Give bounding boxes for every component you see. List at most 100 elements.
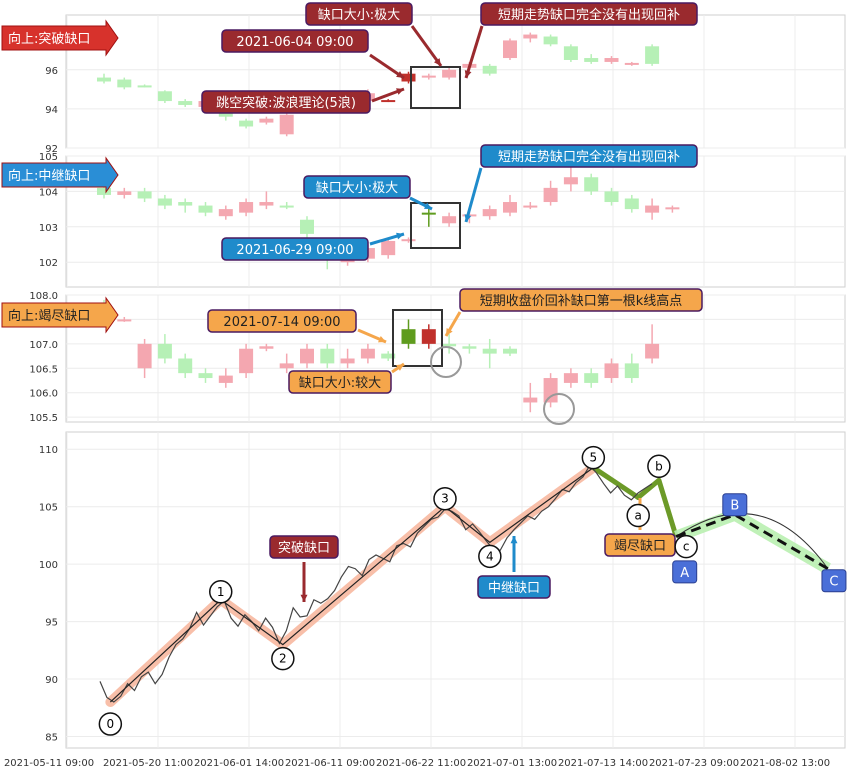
candle-body (421, 329, 436, 344)
gap-box-1 (410, 66, 461, 109)
retrace-circle-2 (543, 393, 575, 425)
candle-body (421, 212, 436, 215)
arrow-gap-size-1-head (433, 58, 441, 66)
candle-body (178, 358, 193, 374)
tag-breakout-shape (1, 19, 119, 57)
tag-exhaustion-shape (1, 296, 119, 334)
projection-node-C (821, 569, 847, 593)
projection-node-label: A (680, 566, 689, 581)
callout-gap-size-1: 缺口大小:极大 (305, 2, 413, 26)
panel-4-ytick: 85 (45, 733, 58, 744)
candle-body (259, 118, 274, 123)
candle-body (279, 363, 294, 369)
callout-gap-note-2: 短期走势缺口完全没有出现回补 (480, 144, 698, 168)
arrow-gap-size-2 (409, 196, 433, 211)
candle-body (381, 353, 396, 359)
wave-node-label: 2 (279, 652, 287, 666)
callout-gap-time-1: 2021-06-04 09:00 (221, 29, 369, 53)
candle-body (117, 191, 132, 195)
candle-body (97, 77, 111, 82)
candle-body (442, 343, 457, 347)
arrow-gap-size-3 (391, 362, 405, 374)
x-tick-label: 2021-06-01 14:00 (194, 758, 284, 769)
projection-node-B (722, 493, 748, 517)
callout-gap-note-3: 短期收盘价回补缺口第一根k线高点 (459, 288, 703, 312)
candle-body (157, 198, 172, 206)
candle-body (563, 373, 578, 383)
candle-body (239, 202, 254, 213)
panel-4-ytick: 110 (39, 445, 58, 456)
callout-gap-time-1-box (221, 29, 369, 53)
wave-node-4 (478, 544, 502, 569)
x-tick-label: 2021-07-13 14:00 (558, 758, 648, 769)
panel-1-ytick: 96 (45, 66, 58, 77)
arrow-gap-note-1-shaft (464, 25, 484, 79)
candle-body (360, 348, 375, 359)
tag-exhaustion-text: 向上:竭尽缺口 (8, 308, 90, 324)
candle-body (239, 120, 254, 127)
tag-breakout: 向上:突破缺口 (1, 19, 119, 57)
candle-body (259, 202, 274, 206)
candle-body (401, 239, 416, 242)
callout-gap-note-3-text: 短期收盘价回补缺口第一根k线高点 (480, 293, 683, 309)
wave-node-label: b (655, 459, 663, 473)
wave-node-label: 3 (441, 492, 449, 506)
x-tick-label: 2021-05-20 11:00 (103, 758, 193, 769)
callout-gap-size-3-box (288, 370, 392, 394)
candle-body (482, 65, 497, 74)
callout-gap-size-2: 缺口大小:极大 (303, 175, 411, 199)
candle-body (563, 177, 578, 185)
tag-exhaustion: 向上:竭尽缺口 (1, 296, 119, 334)
callout-gap-time-3: 2021-07-14 09:00 (207, 309, 357, 333)
candle-body (543, 378, 558, 403)
candle-body (157, 91, 172, 102)
candle-body (543, 36, 558, 45)
callout-gap-time-1-text: 2021-06-04 09:00 (236, 35, 353, 50)
callout-gap-size-1-text: 缺口大小:极大 (318, 8, 400, 23)
panel-3-ytick: 106.0 (29, 389, 58, 400)
tag-runaway-shape (1, 156, 119, 194)
panel-3-ytick: 107.0 (29, 340, 58, 351)
callout-gap-time-2-text: 2021-06-29 09:00 (236, 243, 353, 258)
panel-3-ytick: 106.5 (29, 364, 58, 375)
label-breakout-gap-text: 突破缺口 (278, 540, 330, 556)
candle-body (462, 214, 477, 217)
candle-body (604, 363, 619, 379)
projection-arc (675, 513, 829, 570)
candle-body (198, 373, 213, 379)
panel-2-ytick: 102 (39, 258, 58, 269)
callout-gap-time-3-box (207, 309, 357, 333)
panel-1-ytick: 94 (45, 105, 58, 116)
arrow-gap-note-2-head (464, 214, 472, 222)
callout-gap-note-3-box (459, 288, 703, 312)
candle-body (137, 191, 152, 199)
arrow-gap-size-1 (410, 25, 443, 67)
candle-body (482, 348, 497, 354)
projection-node-label: C (829, 575, 838, 590)
wave-node-label: 5 (590, 451, 598, 465)
callout-gap-note-1-text: 短期走势缺口完全没有出现回补 (498, 7, 680, 23)
wave-node-2 (271, 646, 295, 671)
panel-3-frame (65, 294, 846, 423)
candle-body (401, 329, 416, 344)
candle-body (137, 85, 152, 88)
candle-body (381, 100, 396, 103)
candle-body (157, 343, 172, 359)
candle-body (482, 209, 497, 217)
candle-body (421, 75, 436, 78)
candle-body (604, 191, 619, 203)
panel-1-ytick: 92 (45, 144, 58, 155)
label-runaway-gap-text: 中继缺口 (488, 581, 540, 596)
candle-body (543, 187, 558, 203)
arrow-gap-note-1-head (464, 70, 472, 78)
arrow-gap-type-1 (371, 87, 405, 103)
candle-body (239, 348, 254, 374)
projection-node-A (672, 560, 698, 584)
candle-body (645, 205, 660, 213)
wave-node-b (647, 454, 671, 479)
breakout-gap-arrow-head (300, 594, 308, 602)
candle-body (523, 397, 538, 403)
candle-body (442, 69, 457, 78)
candle-body (117, 319, 132, 322)
